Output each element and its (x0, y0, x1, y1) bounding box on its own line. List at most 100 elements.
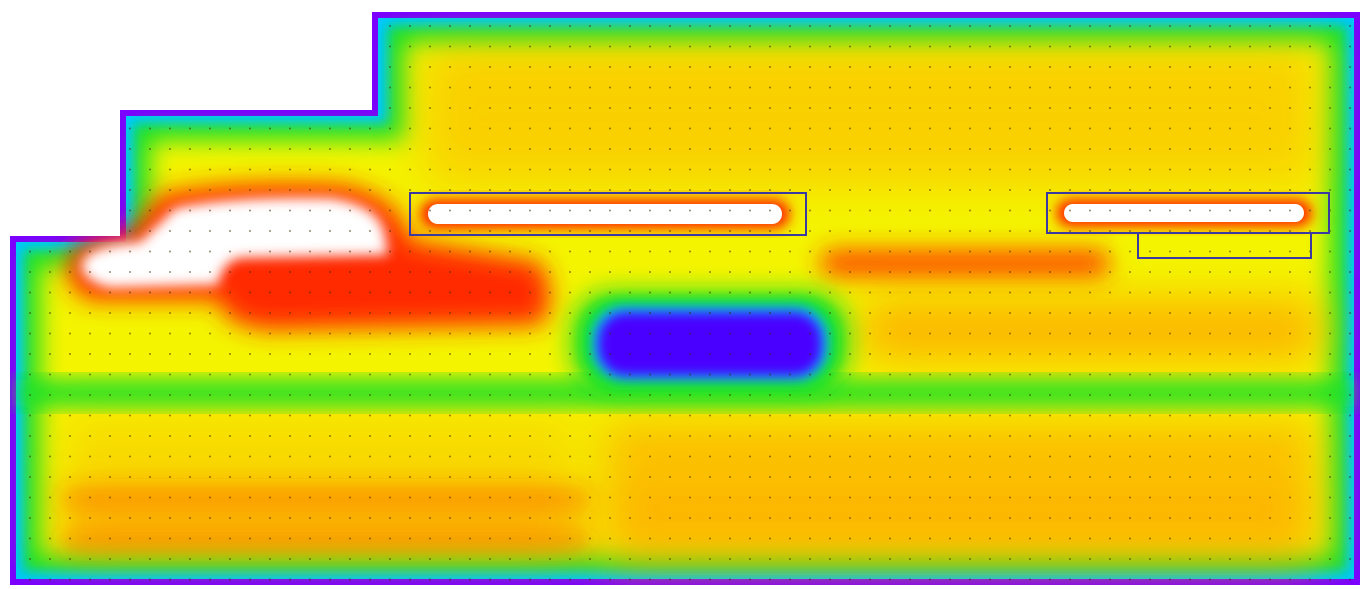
sample-dot (489, 476, 491, 478)
sample-dot (49, 455, 51, 458)
sample-dot (449, 558, 451, 560)
sample-dot (649, 66, 651, 68)
sample-dot (1149, 127, 1151, 130)
sample-dot (29, 86, 31, 89)
sample-dot (169, 271, 171, 273)
sample-dot (1029, 66, 1031, 68)
sample-dot (509, 435, 511, 437)
sample-dot (309, 578, 311, 581)
sample-dot (569, 291, 571, 294)
sample-dot (1209, 86, 1211, 89)
sample-dot (349, 435, 351, 437)
sample-dot (929, 168, 931, 171)
sample-dot (669, 455, 671, 458)
sample-dot (709, 25, 711, 27)
sample-dot (829, 394, 831, 396)
sample-dot (49, 168, 51, 171)
sample-dot (629, 107, 631, 109)
sample-dot (1269, 394, 1271, 396)
sample-dot (569, 455, 571, 458)
sample-dot (769, 496, 771, 499)
sample-dot (789, 476, 791, 478)
sample-dot (409, 189, 411, 191)
sample-dot (569, 271, 571, 273)
sample-dot (249, 209, 251, 212)
sample-dot (629, 394, 631, 396)
sample-dot (1189, 148, 1191, 150)
sample-dot (1029, 312, 1031, 314)
sample-dot (1209, 209, 1211, 212)
sample-dot (369, 353, 371, 355)
sample-dot (49, 291, 51, 294)
sample-dot (189, 332, 191, 335)
sample-dot (369, 373, 371, 376)
sample-dot (449, 271, 451, 273)
sample-dot (1289, 435, 1291, 437)
sample-dot (909, 373, 911, 376)
sample-dot (629, 455, 631, 458)
sample-dot (509, 578, 511, 581)
sample-dot (1049, 127, 1051, 130)
sample-dot (849, 107, 851, 109)
sample-dot (529, 291, 531, 294)
sample-dot (949, 66, 951, 68)
sample-dot (829, 66, 831, 68)
sample-dot (869, 66, 871, 68)
sample-dot (1149, 414, 1151, 417)
sample-dot (769, 394, 771, 396)
sample-dot (1009, 332, 1011, 335)
sample-dot (249, 435, 251, 437)
sample-dot (89, 373, 91, 376)
sample-dot (1089, 148, 1091, 150)
sample-dot (989, 230, 991, 232)
sample-dot (1109, 496, 1111, 499)
sample-dot (29, 168, 31, 171)
sample-dot (689, 476, 691, 478)
sample-dot (1229, 537, 1231, 540)
sample-dot (1009, 312, 1011, 314)
sample-dot (1129, 373, 1131, 376)
sample-dot (1209, 496, 1211, 499)
sample-dot (589, 250, 591, 253)
sample-dot (1289, 496, 1291, 499)
sample-dot (989, 558, 991, 560)
sample-dot (89, 455, 91, 458)
sample-dot (1169, 332, 1171, 335)
sample-dot (1009, 209, 1011, 212)
sample-dot (1329, 86, 1331, 89)
sample-dot (709, 107, 711, 109)
sample-dot (369, 148, 371, 150)
sample-dot (669, 332, 671, 335)
sample-dot (1169, 107, 1171, 109)
sample-dot (989, 435, 991, 437)
sample-dot (289, 209, 291, 212)
sample-dot (1309, 394, 1311, 396)
sample-dot (29, 517, 31, 519)
sample-dot (1109, 394, 1111, 396)
sample-dot (1229, 148, 1231, 150)
sample-dot (349, 394, 351, 396)
sample-dot (1109, 189, 1111, 191)
sample-dot (649, 209, 651, 212)
sample-dot (1209, 517, 1211, 519)
sample-dot (709, 230, 711, 232)
sample-dot (649, 45, 651, 48)
sample-dot (489, 332, 491, 335)
sample-dot (409, 148, 411, 150)
sample-dot (209, 578, 211, 581)
sample-dot (1009, 127, 1011, 130)
sample-dot (909, 353, 911, 355)
sample-dot (829, 496, 831, 499)
sample-dot (1049, 353, 1051, 355)
sample-dot (1089, 373, 1091, 376)
sample-dot (309, 148, 311, 150)
sample-dot (449, 107, 451, 109)
sample-dot (869, 312, 871, 314)
sample-dot (1149, 230, 1151, 232)
sample-dot (129, 45, 131, 48)
sample-dot (1329, 250, 1331, 253)
sample-dot (1269, 517, 1271, 519)
sample-dot (509, 476, 511, 478)
sample-dot (1289, 189, 1291, 191)
sample-dot (829, 558, 831, 560)
